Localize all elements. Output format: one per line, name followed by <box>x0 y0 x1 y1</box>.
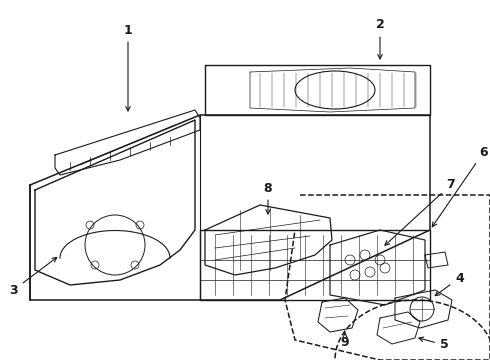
Text: 3: 3 <box>9 257 57 297</box>
Text: 2: 2 <box>376 18 384 59</box>
Text: 8: 8 <box>264 181 272 214</box>
Text: 1: 1 <box>123 23 132 111</box>
Text: 5: 5 <box>419 337 449 351</box>
Text: 7: 7 <box>385 179 455 245</box>
Text: 4: 4 <box>435 271 464 296</box>
Text: 6: 6 <box>432 145 488 227</box>
Text: 9: 9 <box>341 333 349 350</box>
